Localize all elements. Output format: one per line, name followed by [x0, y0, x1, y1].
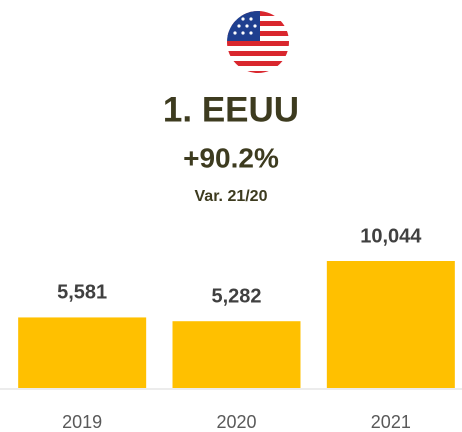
- value-label: 10,044: [360, 225, 422, 247]
- value-label: 5,581: [57, 282, 107, 304]
- annotation: Var. 21/20: [195, 188, 268, 205]
- x-tick-label: 2021: [371, 412, 411, 432]
- bar: [18, 317, 147, 388]
- value-label: 5,282: [211, 285, 261, 307]
- bar: [172, 321, 301, 388]
- flag-icon: [227, 11, 289, 73]
- x-tick-label: 2020: [216, 412, 256, 432]
- x-tick-label: 2019: [62, 412, 102, 432]
- bar: [326, 261, 455, 388]
- chart-subtitle: +90.2%: [183, 142, 279, 173]
- chart-title: 1. EEUU: [163, 90, 299, 129]
